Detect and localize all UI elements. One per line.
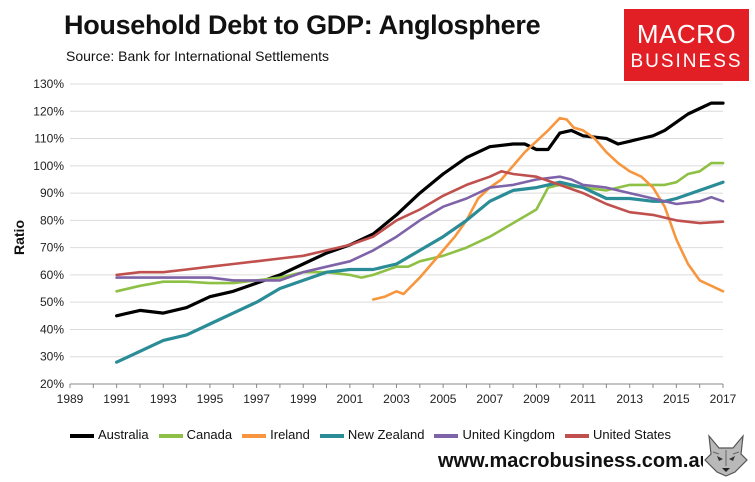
- website-url: www.macrobusiness.com.au: [438, 450, 712, 472]
- legend: Australia Canada Ireland New Zealand United …: [70, 426, 681, 444]
- legend-swatch: [70, 433, 94, 438]
- x-tick-label: 2003: [383, 392, 410, 406]
- legend-swatch: [564, 433, 589, 438]
- x-tick-label: 2001: [337, 392, 364, 406]
- macrobusiness-logo: MACRO BUSINESS: [624, 9, 749, 81]
- x-tick-label: 1993: [150, 392, 177, 406]
- y-tick-label: 100%: [33, 159, 64, 173]
- line-chart: 20% 30% 40% 50% 60% 70% 80% 90% 100% 110% 120% 130%…: [33, 77, 736, 406]
- series-line-new-zealand: [115, 180, 725, 364]
- x-tick-label: 2015: [663, 392, 690, 406]
- x-tick-label: 1995: [197, 392, 224, 406]
- y-tick-label: 80%: [40, 213, 64, 227]
- y-tick-label: 90%: [40, 186, 64, 200]
- y-tick-label: 30%: [40, 350, 64, 364]
- series-line-ireland: [371, 116, 725, 301]
- y-tick-label: 40%: [40, 322, 64, 336]
- x-tick-label: 2011: [570, 392, 596, 406]
- x-tick-label: 2013: [616, 392, 643, 406]
- series-line-united-states: [115, 170, 725, 277]
- x-tick-label: 1997: [243, 392, 270, 406]
- series-line-australia: [115, 101, 725, 318]
- y-tick-label: 120%: [33, 104, 64, 118]
- legend-item-united-states: United States: [564, 427, 672, 443]
- legend-label: United States: [592, 427, 672, 443]
- series-line-canada: [115, 161, 725, 293]
- y-tick-label: 70%: [40, 241, 64, 255]
- legend-swatch: [434, 433, 459, 438]
- y-tick-label: 20%: [40, 377, 64, 391]
- legend-label: United Kingdom: [462, 427, 555, 443]
- logo-line-2: BUSINESS: [630, 51, 743, 72]
- legend-label: Australia: [98, 427, 149, 443]
- x-tick-label: 1999: [290, 392, 317, 406]
- legend-item-new-zealand: New Zealand: [319, 427, 425, 443]
- legend-swatch: [319, 433, 344, 438]
- legend-item-united-kingdom: United Kingdom: [434, 427, 555, 442]
- chart-subtitle: Source: Bank for International Settlemen…: [66, 48, 330, 64]
- legend-item-canada: Canada: [158, 427, 233, 443]
- axes: [69, 383, 724, 388]
- x-tick-label: 2007: [476, 392, 503, 406]
- x-tick-label: 2017: [710, 392, 737, 406]
- legend-item-ireland: Ireland: [242, 427, 310, 442]
- legend-label: New Zealand: [347, 427, 425, 443]
- legend-swatch: [158, 433, 183, 438]
- x-tick-label: 1991: [103, 392, 130, 406]
- logo-line-1: MACRO: [636, 19, 737, 49]
- x-tick-label: 2005: [430, 392, 457, 406]
- y-tick-label: 110%: [34, 132, 64, 146]
- series-line-united-kingdom: [115, 175, 725, 282]
- x-tick-label: 2009: [523, 392, 550, 406]
- tick-labels: 20% 30% 40% 50% 60% 70% 80% 90% 100% 110% 120% 130%…: [33, 77, 736, 406]
- fox-head-icon: [703, 432, 749, 478]
- chart-title: Household Debt to GDP: Anglosphere: [64, 10, 541, 40]
- y-tick-label: 50%: [40, 295, 64, 309]
- series-lines: [115, 101, 725, 364]
- x-tick-label: 1989: [57, 392, 84, 406]
- legend-label: Canada: [186, 427, 233, 443]
- y-tick-label: 130%: [33, 77, 64, 91]
- legend-label: Ireland: [270, 427, 310, 443]
- legend-swatch: [242, 433, 267, 438]
- y-tick-label: 60%: [40, 268, 64, 282]
- legend-item-australia: Australia: [70, 427, 149, 442]
